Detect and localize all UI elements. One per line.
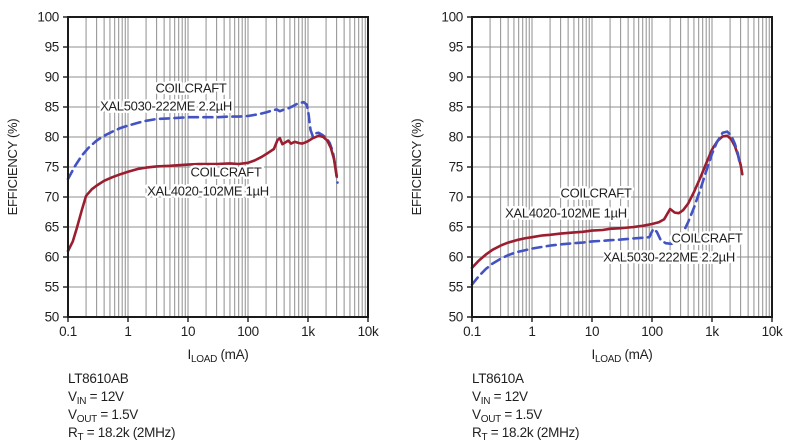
annotation-line: VIN = 12V [68,389,124,407]
x-tick-label: 100 [641,324,663,339]
chart-lt8610ab: 100 95 90 85 80 75 70 65 60 55 500.1 1 10 100 1k 10k EFF… [5,10,379,444]
x-tick-label: 1 [528,324,535,339]
y-tick-label: 70 [45,190,59,205]
y-tick-label: 55 [45,280,59,295]
y-tick-label: 95 [449,40,463,55]
y-tick-label: 85 [449,100,463,115]
y-tick-label: 65 [45,220,59,235]
y-tick-label: 55 [449,280,463,295]
curve-label-lt8610a-0-1: XAL4020-102ME 1µH [505,206,627,221]
curve-label-lt8610a-1-1: XAL5030-222ME 2.2µH [603,250,735,265]
y-tick-label: 60 [45,250,59,265]
x-tick-label: 10k [762,324,783,339]
x-tick-label: 10k [358,324,379,339]
curve-label-lt8610ab-1-0: COILCRAFT [191,165,262,180]
x-tick-label: 0.1 [59,324,77,339]
curve-lt8610ab-0 [66,100,339,184]
x-tick-label: 100 [237,324,259,339]
curve-lt8610a-1 [470,130,741,286]
annotation-line: LT8610A [472,371,524,386]
curve-lt8610a-0 [470,134,744,270]
y-tick-label: 100 [441,10,463,25]
curve-label-lt8610ab-0-0: COILCRAFT [156,81,227,96]
y-tick-label: 90 [45,70,59,85]
curve-lt8610ab-1 [66,134,338,253]
y-tick-label: 50 [45,310,59,325]
annotation-line: LT8610AB [68,371,129,386]
axis-ticks [63,16,369,322]
y-tick-label: 70 [449,190,463,205]
x-tick-label: 1k [301,324,315,339]
y-tick-label: 90 [449,70,463,85]
y-tick-label: 50 [449,310,463,325]
grid [472,17,772,317]
curve-label-lt8610a-0-0: COILCRAFT [561,186,632,201]
y-tick-label: 100 [37,10,59,25]
y-tick-label: 60 [449,250,463,265]
y-tick-label: 75 [45,160,59,175]
curve-label-lt8610ab-1-1: XAL4020-102ME 1µH [147,184,269,199]
curve-label-lt8610a-1-0: COILCRAFT [672,231,743,246]
annotation-line: RT = 18.2k (2MHz) [68,425,175,443]
x-tick-label: 0.1 [463,324,481,339]
annotation-line: VOUT = 1.5V [472,407,542,425]
x-tick-label: 10 [585,324,599,339]
y-axis-label: EFFICIENCY (%) [5,119,20,216]
annotation-line: VOUT = 1.5V [68,407,138,425]
y-tick-label: 80 [45,130,59,145]
y-tick-label: 85 [45,100,59,115]
x-tick-label: 1k [705,324,719,339]
chart-lt8610a: 100 95 90 85 80 75 70 65 60 55 500.1 1 10 100 1k 10k EFF… [409,10,783,444]
x-tick-label: 1 [124,324,131,339]
y-axis-label: EFFICIENCY (%) [409,119,424,216]
y-tick-label: 65 [449,220,463,235]
curve-label-lt8610ab-0-1: XAL5030-222ME 2.2µH [100,99,232,114]
annotation-line: VIN = 12V [472,389,528,407]
annotation-line: RT = 18.2k (2MHz) [472,425,579,443]
x-axis-label: ILOAD (mA) [592,347,653,365]
y-tick-label: 95 [45,40,59,55]
x-axis-label: ILOAD (mA) [188,347,249,365]
x-tick-label: 10 [181,324,195,339]
axis-ticks [467,16,773,322]
y-tick-label: 75 [449,160,463,175]
y-tick-label: 80 [449,130,463,145]
